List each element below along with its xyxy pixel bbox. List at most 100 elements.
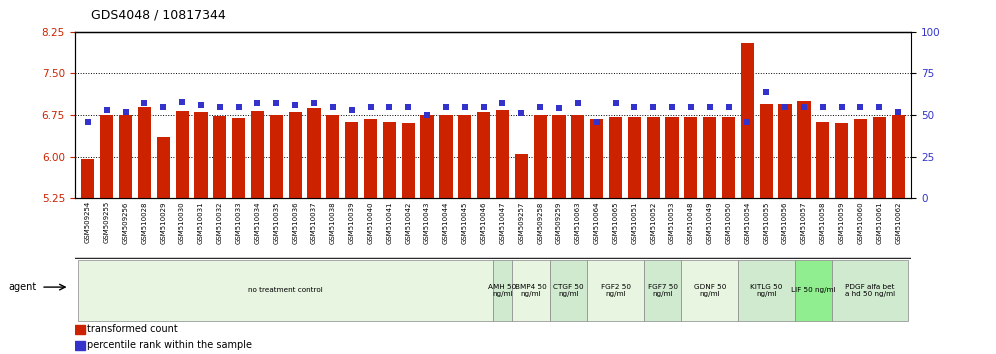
Text: GSM510041: GSM510041 xyxy=(386,201,392,244)
Bar xyxy=(458,115,471,198)
Point xyxy=(476,104,492,110)
Point xyxy=(720,104,736,110)
Bar xyxy=(553,115,566,198)
Bar xyxy=(289,112,302,198)
Bar xyxy=(872,117,885,198)
Text: FGF7 50
ng/ml: FGF7 50 ng/ml xyxy=(647,284,677,297)
Text: GSM510035: GSM510035 xyxy=(273,201,279,244)
Point xyxy=(231,104,247,110)
Bar xyxy=(798,101,811,198)
FancyBboxPatch shape xyxy=(833,260,907,321)
Text: GSM510063: GSM510063 xyxy=(575,201,581,244)
Text: GSM510054: GSM510054 xyxy=(744,201,750,244)
Text: LIF 50 ng/ml: LIF 50 ng/ml xyxy=(791,287,836,293)
FancyBboxPatch shape xyxy=(512,260,550,321)
Text: GSM510028: GSM510028 xyxy=(141,201,147,244)
Point xyxy=(589,119,605,125)
Bar xyxy=(665,117,678,198)
Bar xyxy=(477,112,490,198)
Point xyxy=(457,104,473,110)
Point xyxy=(136,101,152,106)
Point xyxy=(381,104,397,110)
FancyBboxPatch shape xyxy=(738,260,795,321)
Text: GSM510032: GSM510032 xyxy=(217,201,223,244)
FancyBboxPatch shape xyxy=(79,260,493,321)
Text: GSM510029: GSM510029 xyxy=(160,201,166,244)
Text: KITLG 50
ng/ml: KITLG 50 ng/ml xyxy=(750,284,783,297)
Text: CTGF 50
ng/ml: CTGF 50 ng/ml xyxy=(553,284,584,297)
Bar xyxy=(327,115,340,198)
Text: GSM509258: GSM509258 xyxy=(537,201,543,244)
Bar xyxy=(779,104,792,198)
Point xyxy=(551,105,567,111)
Bar xyxy=(609,117,622,198)
Point xyxy=(570,101,586,106)
Point xyxy=(626,104,642,110)
Text: GSM510050: GSM510050 xyxy=(725,201,731,244)
Bar xyxy=(534,115,547,198)
Point xyxy=(363,104,378,110)
Text: GSM510030: GSM510030 xyxy=(179,201,185,244)
Bar xyxy=(703,117,716,198)
Text: GSM510037: GSM510037 xyxy=(311,201,317,244)
Point xyxy=(796,104,812,110)
Bar xyxy=(119,115,132,198)
Point xyxy=(872,104,887,110)
Bar xyxy=(760,104,773,198)
Bar xyxy=(382,122,396,198)
Bar xyxy=(156,137,170,198)
Text: GSM510049: GSM510049 xyxy=(707,201,713,244)
Bar xyxy=(345,122,359,198)
Text: GSM510039: GSM510039 xyxy=(349,201,355,244)
Point xyxy=(494,101,510,106)
Text: GSM510055: GSM510055 xyxy=(763,201,769,244)
Bar xyxy=(646,117,659,198)
Point xyxy=(834,104,850,110)
Bar xyxy=(194,112,207,198)
Text: GSM509257: GSM509257 xyxy=(518,201,524,244)
FancyBboxPatch shape xyxy=(681,260,738,321)
FancyBboxPatch shape xyxy=(643,260,681,321)
Text: GSM510065: GSM510065 xyxy=(613,201,619,244)
Point xyxy=(155,104,171,110)
Point xyxy=(325,104,341,110)
Point xyxy=(268,101,284,106)
Text: GSM510059: GSM510059 xyxy=(839,201,845,244)
FancyBboxPatch shape xyxy=(588,260,643,321)
Bar xyxy=(496,109,509,198)
Text: GSM510047: GSM510047 xyxy=(499,201,505,244)
FancyBboxPatch shape xyxy=(795,260,833,321)
Text: GSM509259: GSM509259 xyxy=(556,201,562,244)
Bar xyxy=(515,154,528,198)
Point xyxy=(890,109,906,115)
Text: BMP4 50
ng/ml: BMP4 50 ng/ml xyxy=(515,284,547,297)
Text: GDS4048 / 10817344: GDS4048 / 10817344 xyxy=(92,9,226,22)
Bar xyxy=(137,107,151,198)
Point xyxy=(174,99,190,104)
Text: GSM510033: GSM510033 xyxy=(236,201,242,244)
Point xyxy=(739,119,755,125)
Bar xyxy=(101,115,114,198)
Point xyxy=(80,119,96,125)
Point xyxy=(645,104,661,110)
Point xyxy=(287,102,303,108)
Bar xyxy=(213,116,226,198)
Bar xyxy=(232,118,245,198)
Point xyxy=(118,109,133,115)
Text: GSM510046: GSM510046 xyxy=(481,201,487,244)
Text: transformed count: transformed count xyxy=(88,325,178,335)
Point xyxy=(683,104,699,110)
Text: AMH 50
ng/ml: AMH 50 ng/ml xyxy=(488,284,517,297)
FancyBboxPatch shape xyxy=(493,260,512,321)
Point xyxy=(853,104,869,110)
Text: GSM510040: GSM510040 xyxy=(368,201,374,244)
Bar xyxy=(75,325,85,334)
Point xyxy=(99,107,115,113)
Text: GSM510045: GSM510045 xyxy=(462,201,468,244)
Point xyxy=(438,104,454,110)
Text: GDNF 50
ng/ml: GDNF 50 ng/ml xyxy=(693,284,726,297)
Bar xyxy=(741,43,754,198)
Point xyxy=(777,104,793,110)
Text: GSM510048: GSM510048 xyxy=(688,201,694,244)
Bar xyxy=(854,119,868,198)
